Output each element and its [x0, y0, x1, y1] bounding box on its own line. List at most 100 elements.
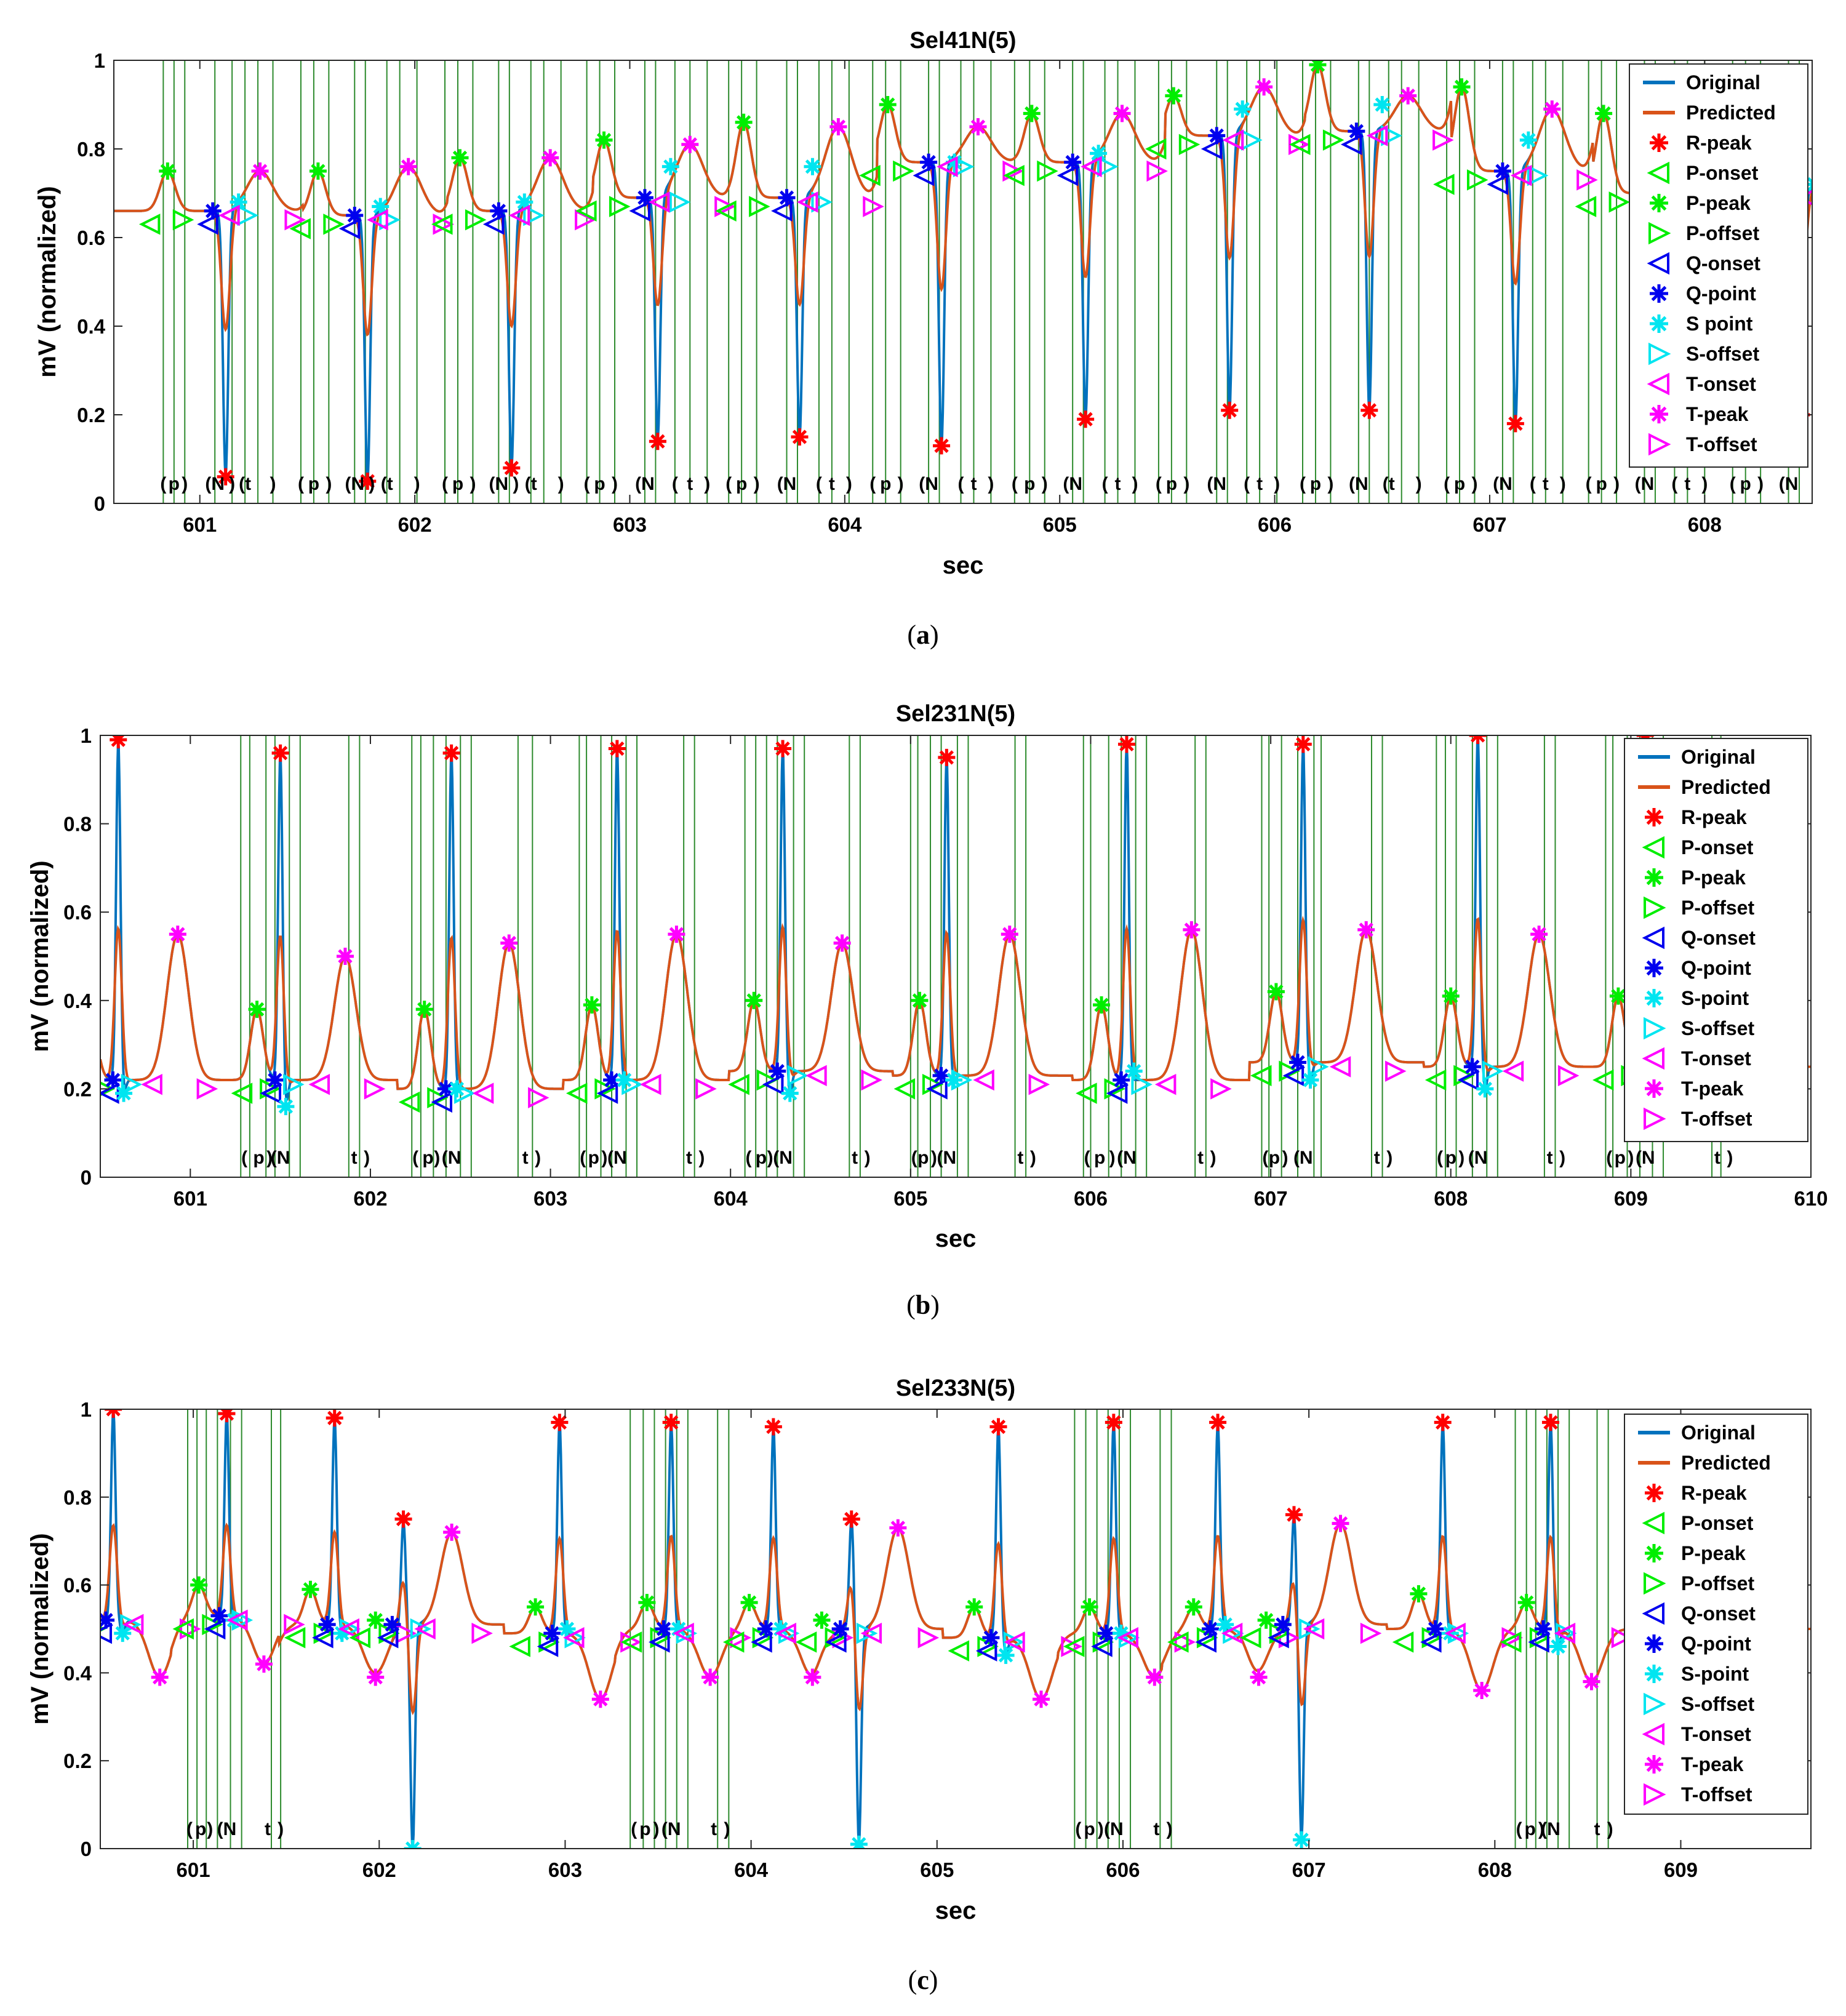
x-tick-label: 609	[1614, 1187, 1648, 1210]
beat-label: p	[594, 474, 605, 494]
beat-label: )	[1757, 474, 1764, 494]
p-offset-marker	[100, 1081, 116, 1097]
legend-entry: Predicted	[1643, 102, 1776, 124]
t-onset-marker	[338, 1618, 359, 1640]
s-point-marker	[448, 1080, 466, 1098]
x-tick-label: 604	[714, 1187, 748, 1210]
caption-letter-a: a	[916, 620, 930, 650]
p-peak-marker	[451, 149, 469, 167]
legend-entry: S-offset	[1644, 1692, 1754, 1716]
t-offset-marker	[863, 196, 884, 217]
ticks-a: 601 602 603 604 605 606 607 608 0 0.2 0.4 0.6 0.8 1	[77, 49, 1812, 536]
q-point-marker	[1493, 162, 1511, 180]
q-onset-marker	[596, 1082, 618, 1104]
p-onset-marker	[509, 1636, 530, 1657]
legend-label: Q-point	[1681, 957, 1751, 979]
beat-label: )	[1559, 1148, 1565, 1168]
markers-c	[58, 1409, 1633, 1849]
legend-entry: Q-point	[1650, 282, 1756, 305]
p-onset-marker	[1076, 1082, 1097, 1104]
r-peak-marker	[359, 473, 377, 490]
t-offset-marker	[1210, 1078, 1232, 1100]
q-point-marker	[1201, 1620, 1219, 1638]
t-offset-marker	[1432, 129, 1454, 151]
r-peak-marker	[608, 740, 626, 758]
s-offset-marker	[953, 156, 975, 178]
q-point-marker	[210, 1607, 228, 1625]
legend-entry: R-peak	[1645, 1482, 1747, 1504]
p-onset-marker	[349, 1627, 371, 1649]
beat-label: t	[687, 474, 693, 494]
plot-frame-b	[100, 735, 1812, 1178]
p-peak-marker	[190, 1576, 208, 1594]
p-peak-marker	[527, 1598, 545, 1616]
q-point-marker	[982, 1629, 1000, 1647]
legend-label: S-offset	[1686, 343, 1759, 365]
t-peak-marker	[169, 926, 186, 943]
t-onset-marker	[122, 1614, 144, 1636]
r-peak-marker	[1209, 1414, 1227, 1431]
beat-label: )	[1560, 474, 1566, 494]
legend-label: Original	[1686, 71, 1760, 94]
legend-swatch	[1647, 161, 1669, 185]
beat-label: p	[1166, 474, 1177, 494]
q-onset-marker	[771, 200, 793, 222]
t-offset-marker	[1385, 1060, 1407, 1082]
x-tick-label: 608	[1688, 513, 1722, 536]
beat-label: (N	[1635, 474, 1655, 494]
p-offset-marker	[1608, 191, 1631, 213]
p-offset-marker	[893, 160, 914, 182]
legend-label: Predicted	[1681, 1452, 1771, 1474]
beat-label: (t	[239, 474, 251, 494]
q-onset-marker	[629, 200, 650, 222]
beat-label: (	[1084, 1148, 1090, 1168]
s-offset-marker	[1814, 189, 1831, 206]
beat-label: (N	[1349, 474, 1369, 494]
p-peak-marker	[1081, 1598, 1098, 1616]
beat-label: (t	[525, 474, 537, 494]
x-tick-label: 606	[1106, 1858, 1140, 1881]
t-peak-marker	[1473, 1681, 1491, 1699]
legend-box-a	[1629, 63, 1808, 468]
t-offset-marker	[1061, 1636, 1082, 1657]
p-peak-marker	[1093, 996, 1111, 1014]
legend-label: S-offset	[1681, 1017, 1754, 1039]
t-peak-marker	[969, 118, 987, 135]
t-peak-marker	[804, 1668, 821, 1686]
legend-swatch	[1642, 836, 1664, 859]
panel-b: (p)(N t)(p) (N t)(p) (N t)(p) (N t)(p) (N t)(p) (N…	[26, 701, 1828, 1320]
legend-swatch	[1650, 284, 1668, 303]
r-peak-marker	[842, 1510, 860, 1528]
q-onset-marker	[1457, 1069, 1479, 1091]
p-onset-marker	[58, 1625, 76, 1642]
legend-entry: S-offset	[1648, 342, 1759, 366]
t-offset-marker	[471, 1622, 493, 1644]
q-point-marker	[757, 1620, 775, 1638]
x-tick-label: 605	[1043, 513, 1077, 536]
t-offset-marker	[832, 1627, 854, 1649]
r-peak-marker	[1506, 415, 1524, 433]
p-peak-marker	[595, 131, 613, 149]
legend-entry: T-onset	[1642, 1722, 1751, 1746]
beat-label: p	[169, 474, 180, 494]
t-onset-marker	[775, 1622, 797, 1644]
beat-label: )	[513, 474, 519, 494]
beat-label: (	[186, 1819, 193, 1839]
q-onset-marker	[1195, 1631, 1217, 1653]
legend-label: Q-point	[1686, 282, 1756, 305]
p-peak-marker	[879, 96, 897, 113]
legend-entry: S point	[1650, 313, 1753, 335]
beat-label: )	[229, 474, 235, 494]
beat-label: )	[207, 1819, 213, 1839]
p-peak-marker	[1410, 1585, 1428, 1602]
p-onset-marker	[948, 1640, 970, 1662]
beat-label: t	[1374, 1148, 1380, 1168]
legend-label: S point	[1686, 313, 1753, 335]
legend-swatch	[1642, 1511, 1664, 1535]
p-offset-marker	[1104, 1078, 1125, 1100]
x-axis-label-b: sec	[935, 1225, 977, 1252]
legend-swatch	[1650, 405, 1668, 423]
r-peak-marker	[764, 1418, 782, 1436]
beat-label: (	[1516, 1819, 1522, 1839]
r-peak-marker	[649, 433, 666, 450]
